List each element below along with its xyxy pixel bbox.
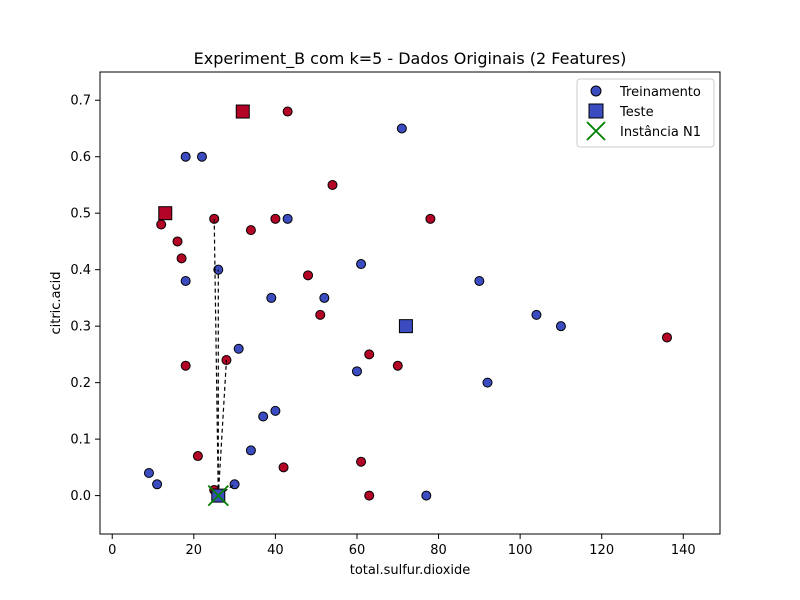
chart-title: Experiment_B com k=5 - Dados Originais (… — [194, 49, 627, 69]
plot-frame — [99, 71, 721, 535]
neighbor-line — [217, 360, 228, 496]
training-point — [482, 377, 493, 388]
training-point — [278, 462, 289, 473]
legend-label-treinamento: Treinamento — [619, 85, 701, 100]
training-point — [152, 479, 163, 490]
training-point — [172, 236, 183, 247]
legend-marker-circle — [590, 85, 602, 97]
y-tick-label: 0.7 — [70, 94, 91, 109]
training-point — [266, 292, 277, 303]
y-tick-label: 0.0 — [70, 489, 91, 504]
training-point — [356, 259, 367, 270]
training-point — [531, 309, 542, 320]
training-point — [156, 219, 167, 230]
y-tick-label: 0.1 — [70, 433, 91, 448]
training-point — [425, 213, 436, 224]
legend-marker-square — [588, 103, 604, 119]
y-tick-label: 0.6 — [70, 150, 91, 165]
training-point — [392, 360, 403, 371]
training-point — [555, 321, 566, 332]
training-point — [209, 213, 220, 224]
training-point — [421, 490, 432, 501]
x-axis: 0 20 40 60 80 100 120 140 — [108, 534, 696, 558]
y-tick-label: 0.3 — [70, 320, 91, 335]
training-point — [245, 225, 256, 236]
x-tick-label: 120 — [589, 543, 614, 558]
y-tick-label: 0.4 — [70, 263, 91, 278]
x-tick-label: 20 — [186, 543, 203, 558]
training-point — [396, 123, 407, 134]
training-point — [364, 349, 375, 360]
instance-n1-marker — [207, 484, 229, 507]
y-axis-label: citric.acid — [49, 271, 64, 334]
training-point — [282, 106, 293, 117]
neighbor-line — [213, 218, 219, 496]
legend-marker-x — [586, 121, 606, 141]
training-point — [474, 275, 485, 286]
legend-label-teste: Teste — [619, 105, 654, 120]
x-tick-label: 40 — [267, 543, 284, 558]
x-tick-label: 140 — [671, 543, 696, 558]
legend-label-instancia: Instância N1 — [620, 125, 701, 140]
x-tick-label: 0 — [108, 543, 116, 558]
x-axis-label: total.sulfur.dioxide — [350, 563, 471, 578]
y-tick-label: 0.2 — [70, 376, 91, 391]
test-point — [398, 319, 413, 334]
training-point — [270, 405, 281, 416]
training-point — [233, 343, 244, 354]
training-point — [180, 360, 191, 371]
training-point — [364, 490, 375, 501]
training-point — [315, 309, 326, 320]
x-tick-label: 80 — [430, 543, 447, 558]
training-point — [180, 151, 191, 162]
test-point — [235, 104, 250, 119]
x-tick-label: 100 — [508, 543, 533, 558]
training-point — [303, 270, 314, 281]
test-point — [158, 206, 173, 221]
training-point — [180, 275, 191, 286]
training-point — [356, 456, 367, 467]
training-point — [661, 332, 672, 343]
training-point — [176, 253, 187, 264]
training-point — [245, 445, 256, 456]
training-point — [143, 468, 154, 479]
y-axis: 0.0 0.1 0.2 0.3 0.4 0.5 0.6 0.7 — [70, 94, 100, 504]
plot-area — [143, 104, 672, 507]
x-tick-label: 60 — [349, 543, 366, 558]
legend: Treinamento Teste Instância N1 — [576, 78, 715, 148]
training-point — [282, 213, 293, 224]
training-point — [258, 411, 269, 422]
y-tick-label: 0.5 — [70, 207, 91, 222]
training-point — [196, 151, 207, 162]
training-point — [319, 292, 330, 303]
training-point — [327, 179, 338, 190]
training-point — [270, 213, 281, 224]
training-point — [192, 451, 203, 462]
training-point — [351, 366, 362, 377]
legend-frame — [576, 78, 715, 148]
